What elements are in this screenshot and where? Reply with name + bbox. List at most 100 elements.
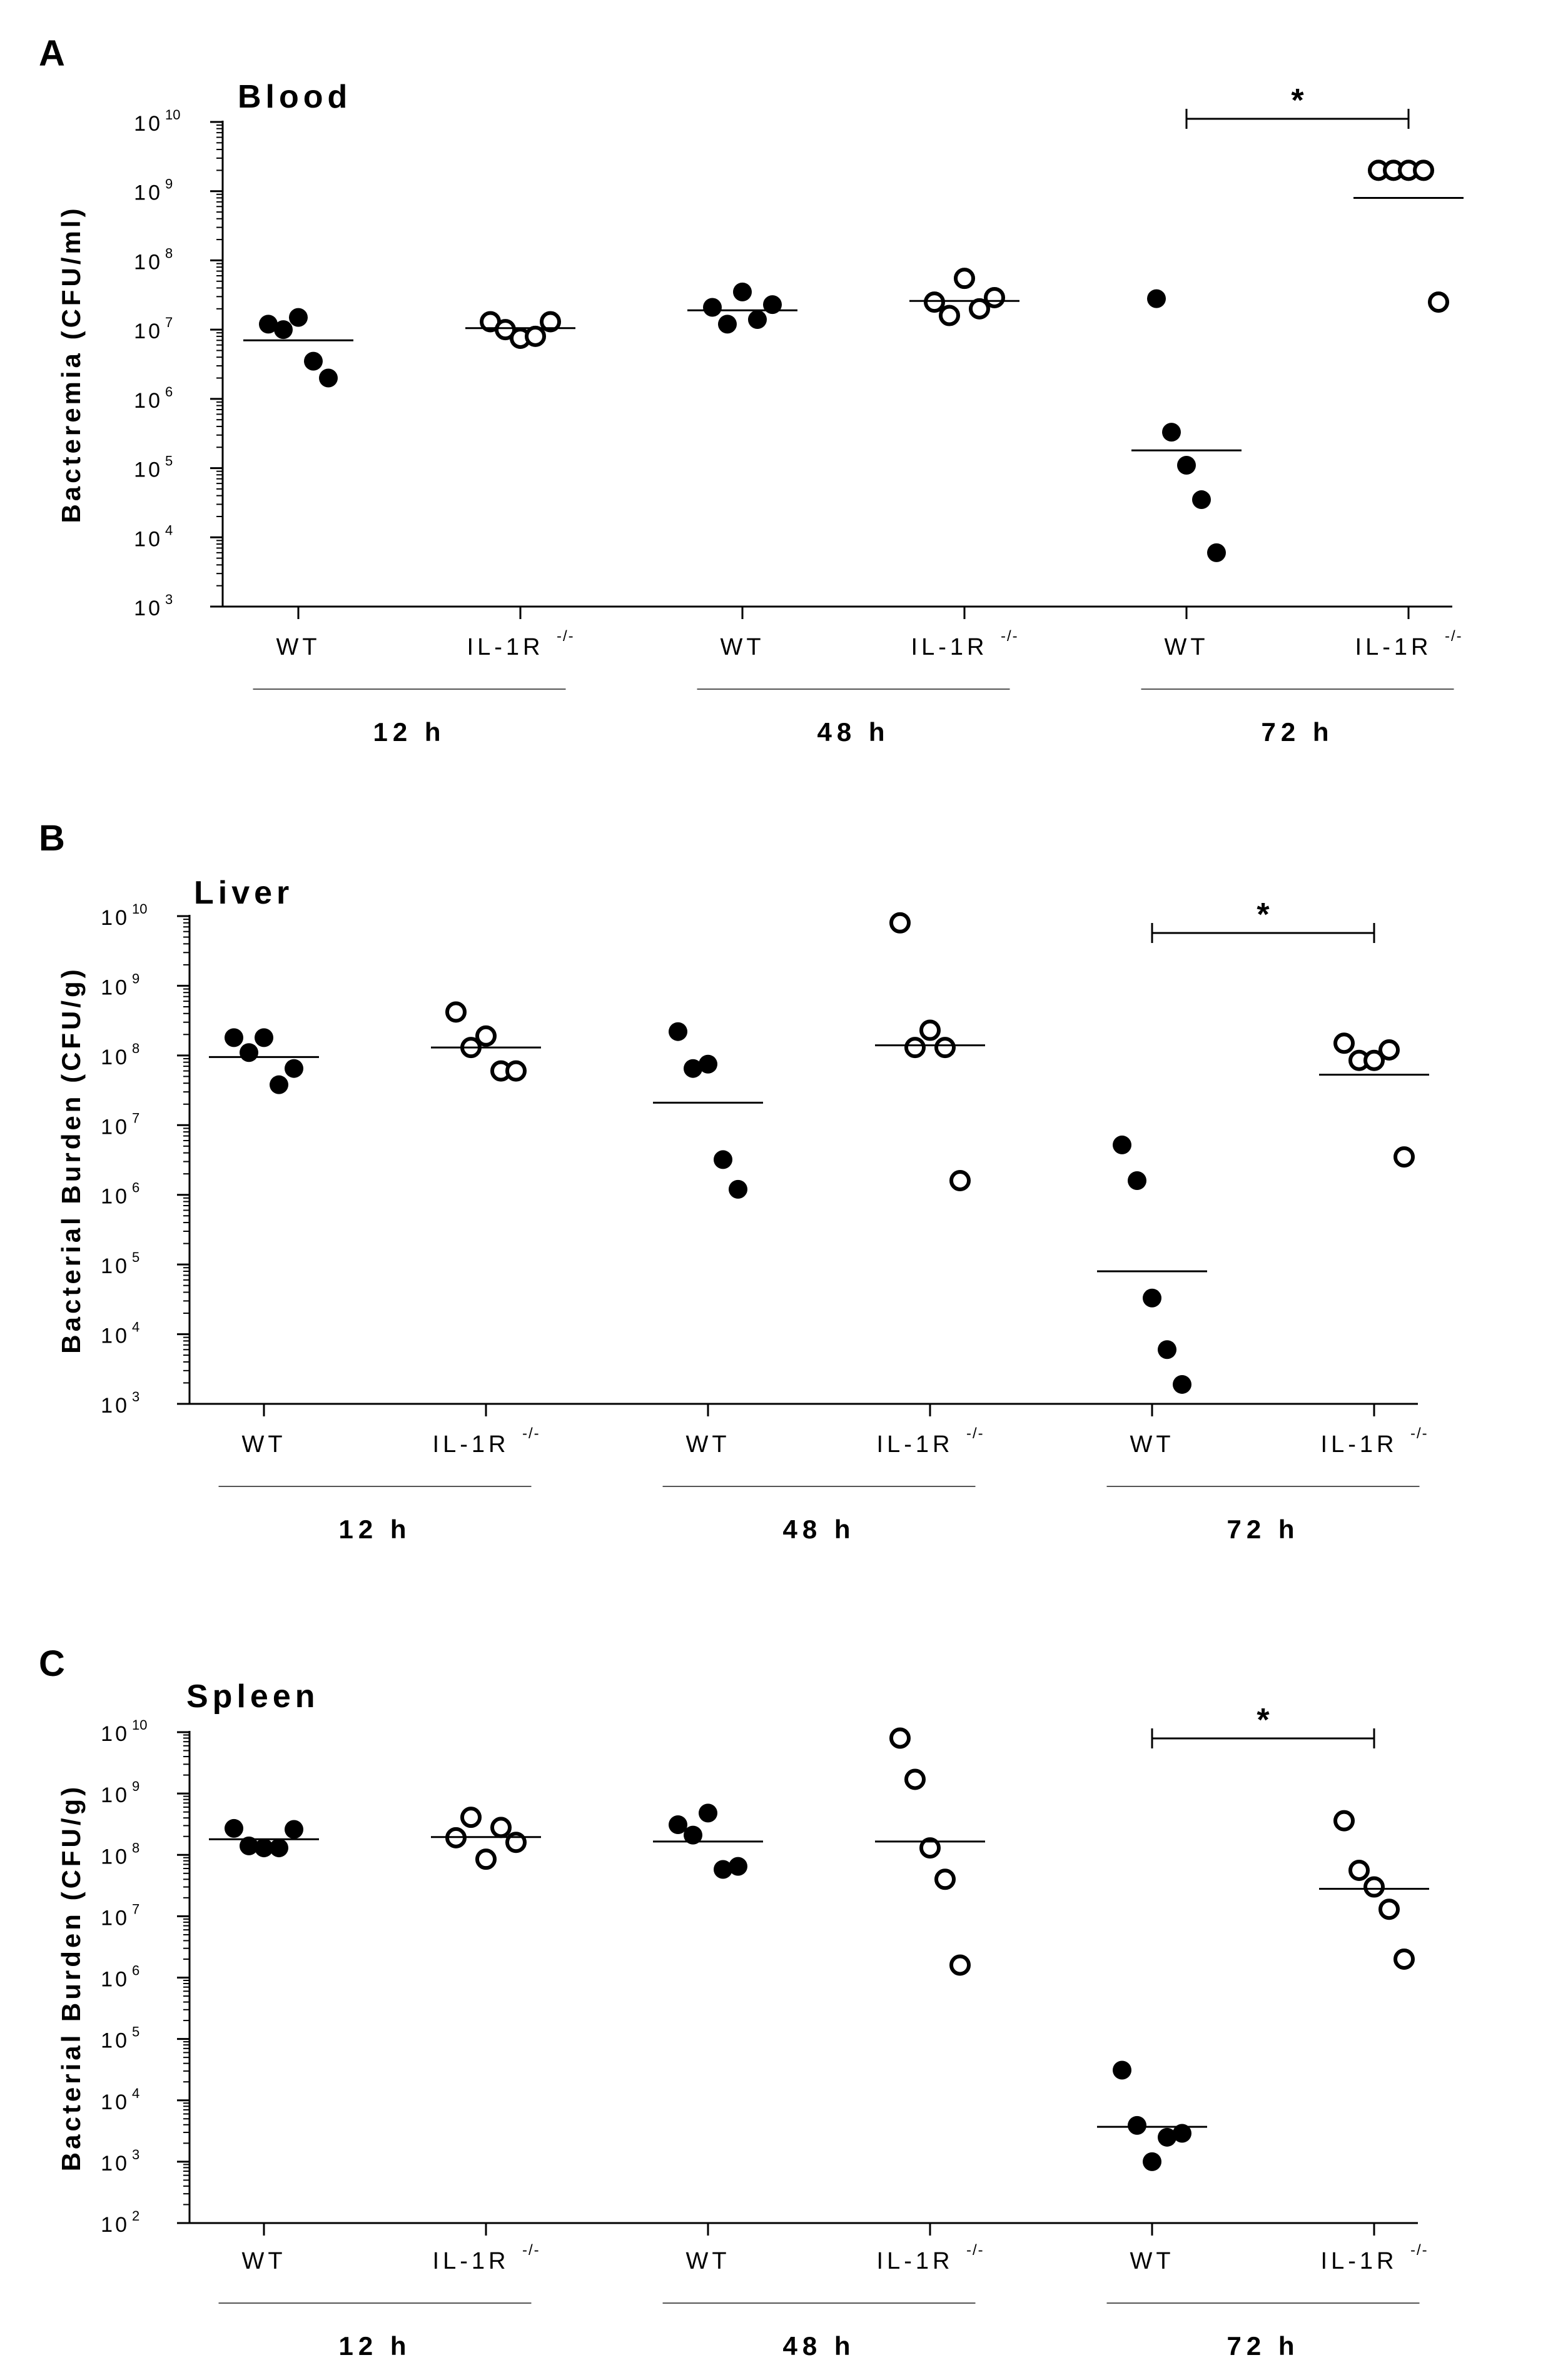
group-time-label: 48 h [817, 717, 889, 747]
y-tick-exponent: 6 [132, 1963, 139, 1979]
y-tick-label: 10 [101, 1906, 129, 1930]
x-category-superscript: -/- [966, 1425, 984, 1442]
data-point-filled [729, 1179, 747, 1199]
y-tick-exponent: 6 [165, 384, 173, 400]
series-4 [1097, 2060, 1207, 2171]
data-point-open [889, 1727, 911, 1749]
series-5 [1319, 1810, 1429, 1970]
group-time-label: 72 h [1227, 2331, 1299, 2361]
x-category-label: IL-1R [911, 634, 988, 660]
data-point-filled [1128, 2115, 1146, 2135]
panel-letter: A [39, 33, 65, 74]
y-tick-exponent: 4 [132, 1319, 139, 1335]
y-tick-label: 10 [101, 1324, 129, 1348]
series-1 [431, 1807, 541, 1870]
x-category-label: IL-1R [877, 2248, 954, 2274]
group-time-label: 48 h [782, 2331, 855, 2361]
y-tick-label: 10 [101, 1254, 129, 1278]
x-category-label: IL-1R [433, 1431, 510, 1458]
y-tick-exponent: 10 [165, 107, 180, 123]
x-category-label: IL-1R [877, 1431, 954, 1458]
data-point-open [984, 286, 1005, 308]
x-category-superscript: -/- [966, 2242, 984, 2259]
data-point-filled [1128, 1171, 1146, 1190]
y-tick-label: 10 [101, 1115, 129, 1139]
data-point-filled [733, 282, 752, 301]
data-point-filled [703, 298, 722, 317]
data-point-filled [1143, 2152, 1161, 2171]
data-point-filled [763, 295, 782, 315]
group-time-label: 12 h [338, 1515, 411, 1544]
data-point-filled [1158, 2127, 1176, 2147]
group-time-label: 72 h [1227, 1515, 1299, 1544]
data-point-filled [1113, 1135, 1131, 1154]
data-point-open [934, 1037, 956, 1059]
x-category-label: WT [685, 1431, 730, 1458]
y-axis-label: Bacterial Burden (CFU/g) [56, 966, 86, 1353]
data-point-filled [255, 1838, 273, 1858]
data-point-open [1378, 1898, 1400, 1920]
data-point-filled [304, 351, 323, 371]
y-tick-exponent: 10 [132, 1717, 147, 1733]
data-point-filled [1158, 1340, 1176, 1359]
data-point-filled [1173, 2124, 1191, 2143]
y-tick-exponent: 6 [132, 1180, 139, 1196]
data-point-open [1428, 291, 1449, 313]
x-category-label: WT [1164, 634, 1208, 660]
data-point-open [475, 1848, 497, 1870]
y-tick-exponent: 8 [132, 1041, 139, 1056]
data-point-open [460, 1807, 482, 1828]
data-point-open [954, 268, 975, 290]
series-2 [653, 1803, 763, 1879]
data-point-open [540, 311, 561, 333]
data-point-open [934, 1868, 956, 1890]
data-point-filled [274, 320, 293, 340]
x-category-label: IL-1R [1355, 634, 1432, 660]
x-category-label: WT [1130, 2248, 1174, 2274]
x-category-superscript: -/- [1001, 628, 1019, 645]
group-time-label: 12 h [338, 2331, 411, 2361]
data-point-open [1363, 1876, 1385, 1898]
y-tick-label: 10 [134, 250, 163, 274]
y-tick-label: 10 [134, 181, 163, 205]
data-point-filled [1147, 289, 1166, 308]
y-tick-exponent: 9 [132, 971, 139, 986]
data-point-filled [714, 1860, 732, 1879]
y-axis-label: Bacterial Burden (CFU/g) [56, 1784, 86, 2171]
y-tick-label: 10 [101, 1185, 129, 1209]
series-1 [431, 1001, 541, 1082]
data-point-filled [319, 368, 338, 388]
data-point-filled [270, 1838, 288, 1858]
data-point-filled [729, 1857, 747, 1876]
y-tick-exponent: 9 [165, 176, 173, 192]
series-3 [875, 1727, 985, 1976]
data-point-filled [1162, 423, 1181, 442]
data-point-filled [1207, 543, 1226, 562]
y-tick-label: 10 [101, 1783, 129, 1807]
y-tick-exponent: 9 [132, 1778, 139, 1794]
y-tick-label: 10 [101, 1722, 129, 1746]
data-point-open [1413, 159, 1434, 181]
data-point-filled [259, 315, 278, 334]
panel-title: Blood [238, 79, 352, 115]
x-category-label: WT [241, 1431, 286, 1458]
data-point-filled [1173, 1374, 1191, 1394]
data-point-filled [1177, 455, 1196, 475]
data-point-filled [1192, 490, 1211, 510]
series-0 [209, 1818, 319, 1858]
y-tick-exponent: 8 [165, 245, 173, 261]
y-tick-exponent: 3 [132, 2147, 139, 2162]
panel-title: Liver [194, 875, 293, 911]
y-tick-label: 10 [134, 389, 163, 413]
x-category-superscript: -/- [1410, 1425, 1429, 1442]
data-point-open [939, 305, 960, 326]
x-category-superscript: -/- [522, 1425, 540, 1442]
data-point-open [505, 1060, 527, 1082]
y-tick-exponent: 4 [132, 2085, 139, 2101]
group-time-label: 48 h [782, 1515, 855, 1544]
y-tick-exponent: 5 [132, 2024, 139, 2040]
data-point-open [1393, 1948, 1415, 1970]
data-point-open [924, 291, 945, 313]
